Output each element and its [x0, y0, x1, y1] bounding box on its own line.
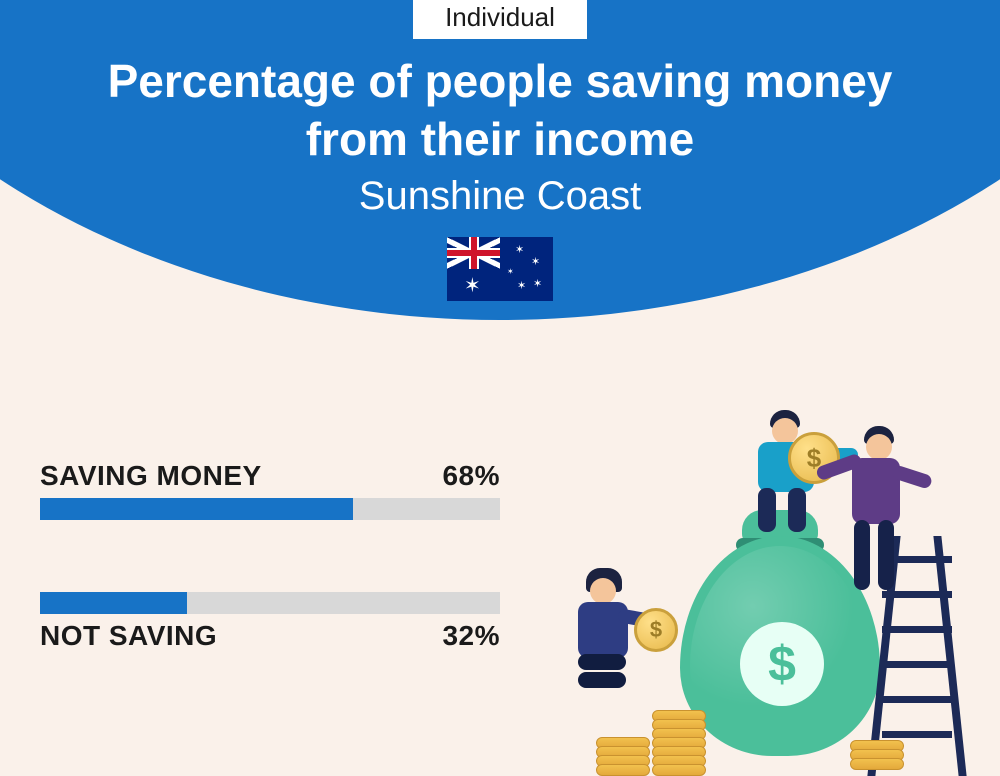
- hero-content: Individual Percentage of people saving m…: [0, 0, 1000, 301]
- coin-icon: $: [634, 608, 678, 652]
- bar-label: NOT SAVING: [40, 620, 217, 652]
- money-bag-icon: $: [740, 622, 824, 706]
- coin-stack-icon: [596, 740, 650, 776]
- bar-not-saving: NOT SAVING 32%: [40, 592, 500, 652]
- bars-container: SAVING MONEY 68% NOT SAVING 32%: [40, 460, 500, 724]
- page-title: Percentage of people saving money from t…: [90, 53, 910, 168]
- coin-stack-icon: [850, 743, 904, 770]
- bar-value: 32%: [442, 620, 500, 652]
- bar-value: 68%: [442, 460, 500, 492]
- bar-label: SAVING MONEY: [40, 460, 262, 492]
- bar-track: [40, 498, 500, 520]
- bar-fill: [40, 498, 353, 520]
- australia-flag-icon: ✶✶✶ ✶✶✶: [447, 237, 553, 301]
- person-icon: $: [562, 568, 682, 728]
- bar-fill: [40, 592, 187, 614]
- savings-illustration: $ $ $: [560, 406, 980, 776]
- category-badge: Individual: [413, 0, 587, 39]
- bar-track: [40, 592, 500, 614]
- page-subtitle: Sunshine Coast: [0, 174, 1000, 219]
- bar-saving: SAVING MONEY 68%: [40, 460, 500, 520]
- person-icon: $: [834, 426, 954, 626]
